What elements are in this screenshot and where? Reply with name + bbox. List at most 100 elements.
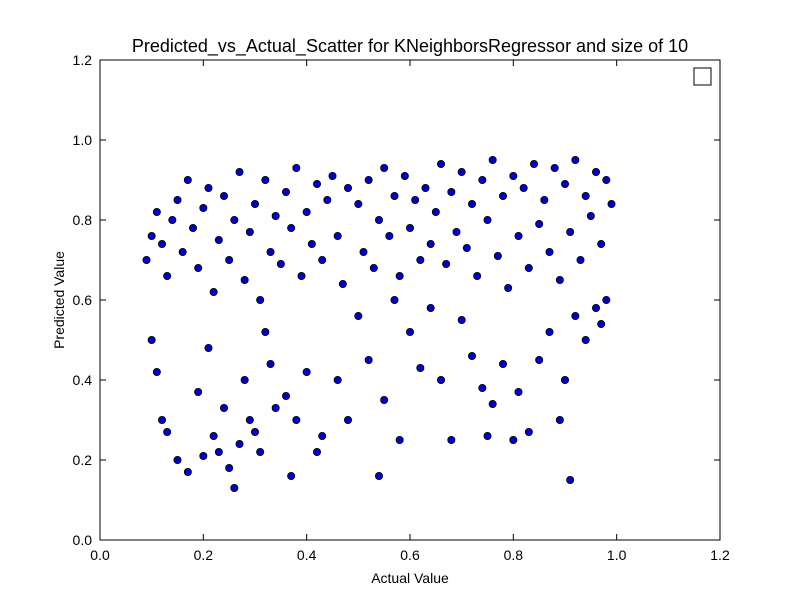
data-point [364,175,373,184]
data-point [566,475,575,484]
data-point [338,279,347,288]
data-point [364,355,373,364]
data-point [524,427,533,436]
data-point [607,199,616,208]
data-point [307,239,316,248]
data-point [271,211,280,220]
data-point [235,439,244,448]
data-point [240,275,249,284]
data-point [245,227,254,236]
data-point [602,175,611,184]
data-point [250,427,259,436]
data-point [230,483,239,492]
data-point [256,447,265,456]
data-point [555,415,564,424]
data-point [219,403,228,412]
data-point [287,471,296,480]
data-point [302,367,311,376]
data-point [488,155,497,164]
data-point [519,183,528,192]
data-point [586,211,595,220]
data-point [178,247,187,256]
data-point [354,311,363,320]
data-point [561,179,570,188]
data-point [333,375,342,384]
data-point [462,243,471,252]
data-point [209,287,218,296]
data-point [188,223,197,232]
x-tick-label: 0.8 [504,547,524,563]
data-point [581,335,590,344]
data-point [571,155,580,164]
data-point [514,387,523,396]
y-tick-label: 0.6 [73,292,93,308]
data-point [540,195,549,204]
data-point [405,327,414,336]
legend-box [693,67,712,86]
points-layer [142,155,616,492]
x-tick-label: 1.2 [710,547,730,563]
y-tick-label: 0.0 [73,532,93,548]
data-point [271,403,280,412]
data-point [312,179,321,188]
data-point [550,163,559,172]
plot-frame [99,59,721,541]
data-point [194,263,203,272]
data-point [281,187,290,196]
chart-title: Predicted_vs_Actual_Scatter for KNeighbo… [132,36,688,57]
data-point [493,251,502,260]
data-point [405,223,414,232]
x-tick-label: 0.2 [194,547,214,563]
data-point [250,199,259,208]
data-point [514,231,523,240]
data-point [225,463,234,472]
data-point [478,175,487,184]
data-point [157,415,166,424]
data-point [204,183,213,192]
data-point [281,391,290,400]
data-point [214,447,223,456]
data-point [163,427,172,436]
data-point [199,203,208,212]
data-point [498,191,507,200]
data-point [333,231,342,240]
data-point [509,171,518,180]
data-point [328,171,337,180]
data-point [411,195,420,204]
y-tick-label: 1.0 [73,132,93,148]
x-tick-label: 0.6 [400,547,420,563]
x-axis-label: Actual Value [371,570,449,586]
data-point [292,415,301,424]
data-point [483,215,492,224]
data-point [147,231,156,240]
data-point [566,227,575,236]
data-point [457,167,466,176]
data-point [163,271,172,280]
y-tick-label: 0.8 [73,212,93,228]
data-point [436,159,445,168]
data-point [467,351,476,360]
data-point [498,359,507,368]
data-point [597,239,606,248]
data-point [380,163,389,172]
data-point [457,315,466,324]
data-point [555,275,564,284]
data-point [173,455,182,464]
data-point [452,227,461,236]
data-point [354,199,363,208]
data-point [447,187,456,196]
data-point [416,255,425,264]
data-point [173,195,182,204]
y-tick-label: 1.2 [73,52,93,68]
x-tick-label: 0.0 [90,547,110,563]
data-point [240,375,249,384]
data-point [261,327,270,336]
data-point [447,435,456,444]
data-point [442,259,451,268]
data-point [478,383,487,392]
data-point [390,191,399,200]
data-point [390,295,399,304]
data-point [147,335,156,344]
data-point [509,435,518,444]
